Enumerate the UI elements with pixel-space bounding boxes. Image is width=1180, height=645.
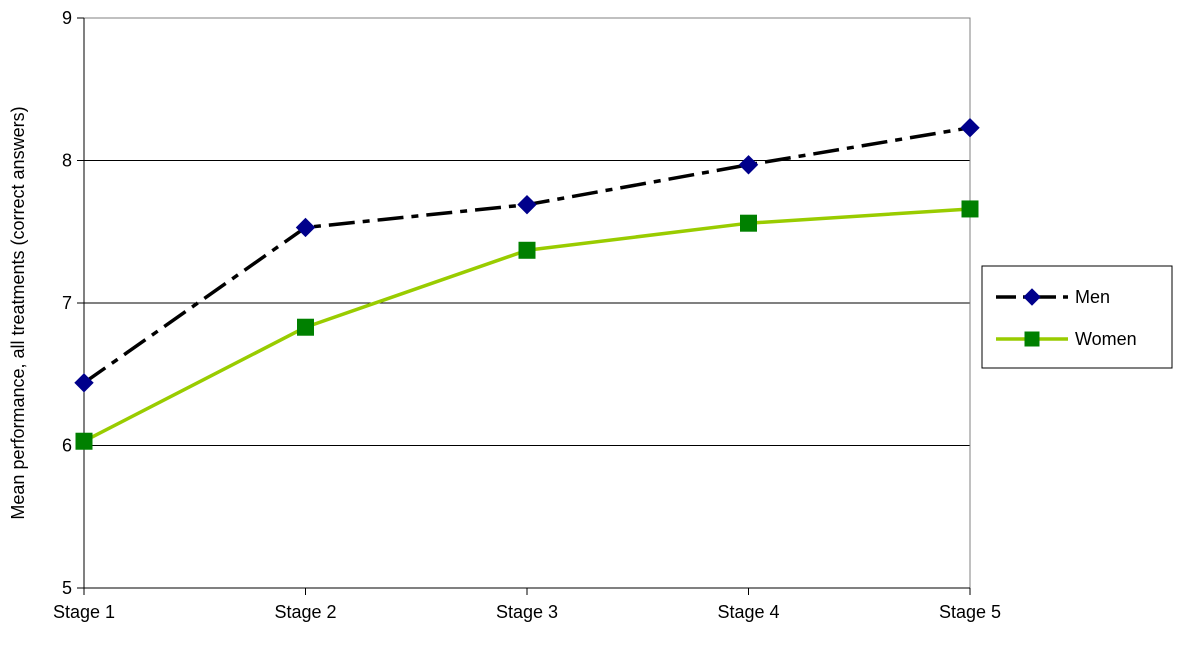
y-tick-label: 5 — [62, 578, 72, 598]
y-tick-label: 7 — [62, 293, 72, 313]
x-tick-label: Stage 3 — [496, 602, 558, 622]
x-tick-label: Stage 4 — [717, 602, 779, 622]
legend-label: Women — [1075, 329, 1137, 349]
x-tick-label: Stage 1 — [53, 602, 115, 622]
data-point-women — [962, 201, 978, 217]
y-tick-label: 9 — [62, 8, 72, 28]
x-tick-label: Stage 5 — [939, 602, 1001, 622]
data-point-women — [76, 433, 92, 449]
x-tick-label: Stage 2 — [274, 602, 336, 622]
data-point-women — [298, 319, 314, 335]
y-tick-label: 8 — [62, 151, 72, 171]
y-tick-label: 6 — [62, 436, 72, 456]
legend-label: Men — [1075, 287, 1110, 307]
data-point-women — [519, 242, 535, 258]
legend-box — [982, 266, 1172, 368]
legend: Men Women — [982, 266, 1172, 368]
data-point-women — [741, 215, 757, 231]
y-axis-title: Mean performance, all treatments (correc… — [8, 106, 28, 519]
legend-marker — [1025, 332, 1039, 346]
